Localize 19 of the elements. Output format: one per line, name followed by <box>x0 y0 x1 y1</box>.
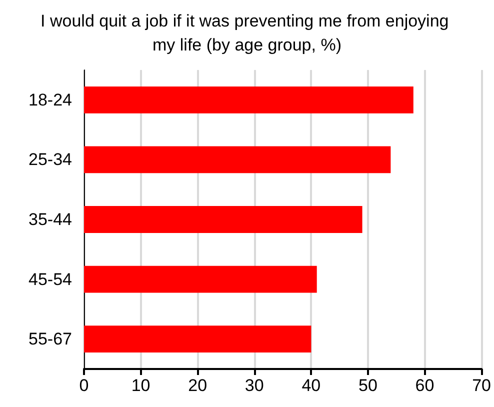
chart-title: I would quit a job if it was preventing me from enjoying my life (by age group, %) <box>40 12 454 54</box>
bar <box>84 86 414 114</box>
y-tick-label: 25-34 <box>28 150 72 170</box>
x-tick-label: 0 <box>79 376 89 395</box>
bar <box>84 206 362 233</box>
bar <box>84 146 391 174</box>
bar <box>84 266 317 293</box>
x-tick-label: 30 <box>244 376 264 395</box>
x-tick-label: 60 <box>415 376 434 395</box>
bar <box>84 326 312 353</box>
x-tick-label: 70 <box>472 376 492 395</box>
x-tick-label: 10 <box>131 376 150 395</box>
y-tick-label: 35-44 <box>28 210 72 229</box>
y-tick-label: 18-24 <box>28 90 72 110</box>
y-tick-label: 45-54 <box>28 270 72 289</box>
y-tick-label: 55-67 <box>28 330 72 349</box>
x-tick-label: 50 <box>358 376 378 395</box>
x-tick-label: 40 <box>302 376 321 395</box>
x-tick-label: 20 <box>188 376 208 395</box>
